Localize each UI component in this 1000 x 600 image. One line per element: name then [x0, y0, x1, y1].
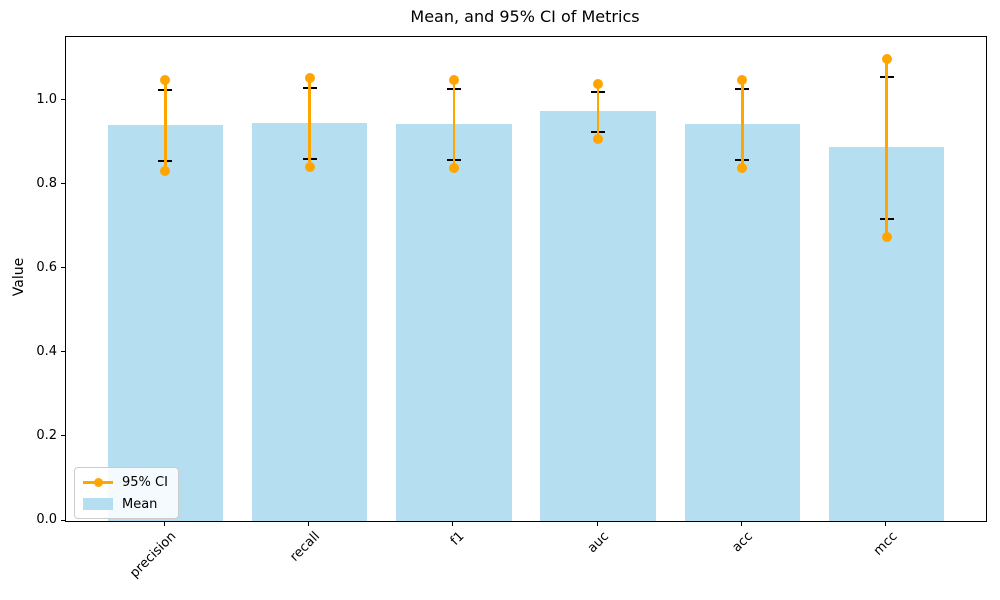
x-tick-label-auc: auc [584, 529, 612, 557]
x-axis-tick [308, 522, 310, 526]
y-tick-label: 0.8 [36, 175, 57, 191]
ci-upper-dot-recall [304, 73, 315, 84]
x-tick-label-acc: acc [729, 529, 756, 556]
bar-f1 [396, 123, 512, 521]
ci-upper-dot-precision [160, 74, 171, 85]
ci-upper-dot-auc [593, 79, 604, 90]
ci-lower-dot-auc [593, 133, 604, 144]
ci-lower-dot-acc [737, 163, 748, 174]
legend-item-mean: Mean [83, 495, 168, 513]
plot-area [65, 36, 987, 522]
y-tick-label: 0.4 [36, 343, 57, 359]
ci-line-mcc [885, 59, 888, 237]
ci-line-recall [308, 78, 311, 167]
x-axis-tick [740, 522, 742, 526]
ci-upper-dot-acc [737, 74, 748, 85]
ci-line-precision [164, 79, 167, 171]
ci-line-icon [83, 475, 113, 489]
x-axis-tick [163, 522, 165, 526]
ci-upper-dot-f1 [448, 75, 459, 86]
x-axis-tick [596, 522, 598, 526]
y-axis-tick [61, 519, 65, 521]
y-axis-tick [61, 435, 65, 437]
legend-item-ci: 95% CI [83, 473, 168, 491]
legend-label-mean: Mean [122, 496, 158, 512]
mean-patch-swatch [83, 498, 113, 510]
ci-lower-dot-mcc [881, 231, 892, 242]
y-tick-label: 1.0 [36, 91, 57, 107]
x-axis-tick [885, 522, 886, 526]
y-axis-tick [61, 99, 65, 101]
y-axis-tick [61, 183, 65, 185]
ci-upper-dot-mcc [881, 54, 892, 65]
ci-lower-dot-precision [160, 166, 171, 177]
mean-patch-icon [83, 497, 113, 511]
bar-acc [684, 123, 800, 521]
y-tick-label: 0.0 [36, 512, 57, 527]
y-axis-tick [61, 267, 65, 269]
ci-lower-dot-f1 [448, 163, 459, 174]
x-tick-label-mcc: mcc [870, 529, 901, 559]
y-axis-tick [61, 351, 65, 353]
ci-dot-swatch [94, 478, 103, 487]
x-axis-tick [452, 522, 454, 526]
ci-line-acc [741, 79, 744, 169]
x-tick-label-precision: precision [127, 529, 180, 582]
y-tick-label: 0.6 [36, 259, 57, 275]
ci-lower-dot-recall [304, 161, 315, 172]
x-tick-label-recall: recall [287, 529, 324, 565]
bar-precision [107, 124, 224, 521]
x-tick-label-f1: f1 [447, 529, 468, 549]
ci-line-auc [596, 84, 600, 139]
bar-auc [540, 110, 656, 521]
bar-recall [252, 122, 368, 521]
legend: 95% CI Mean [74, 467, 179, 519]
y-tick-label: 0.2 [36, 427, 57, 443]
chart-title: Mean, and 95% CI of Metrics [410, 7, 640, 26]
ci-line-f1 [452, 80, 456, 169]
legend-label-ci: 95% CI [122, 474, 168, 490]
